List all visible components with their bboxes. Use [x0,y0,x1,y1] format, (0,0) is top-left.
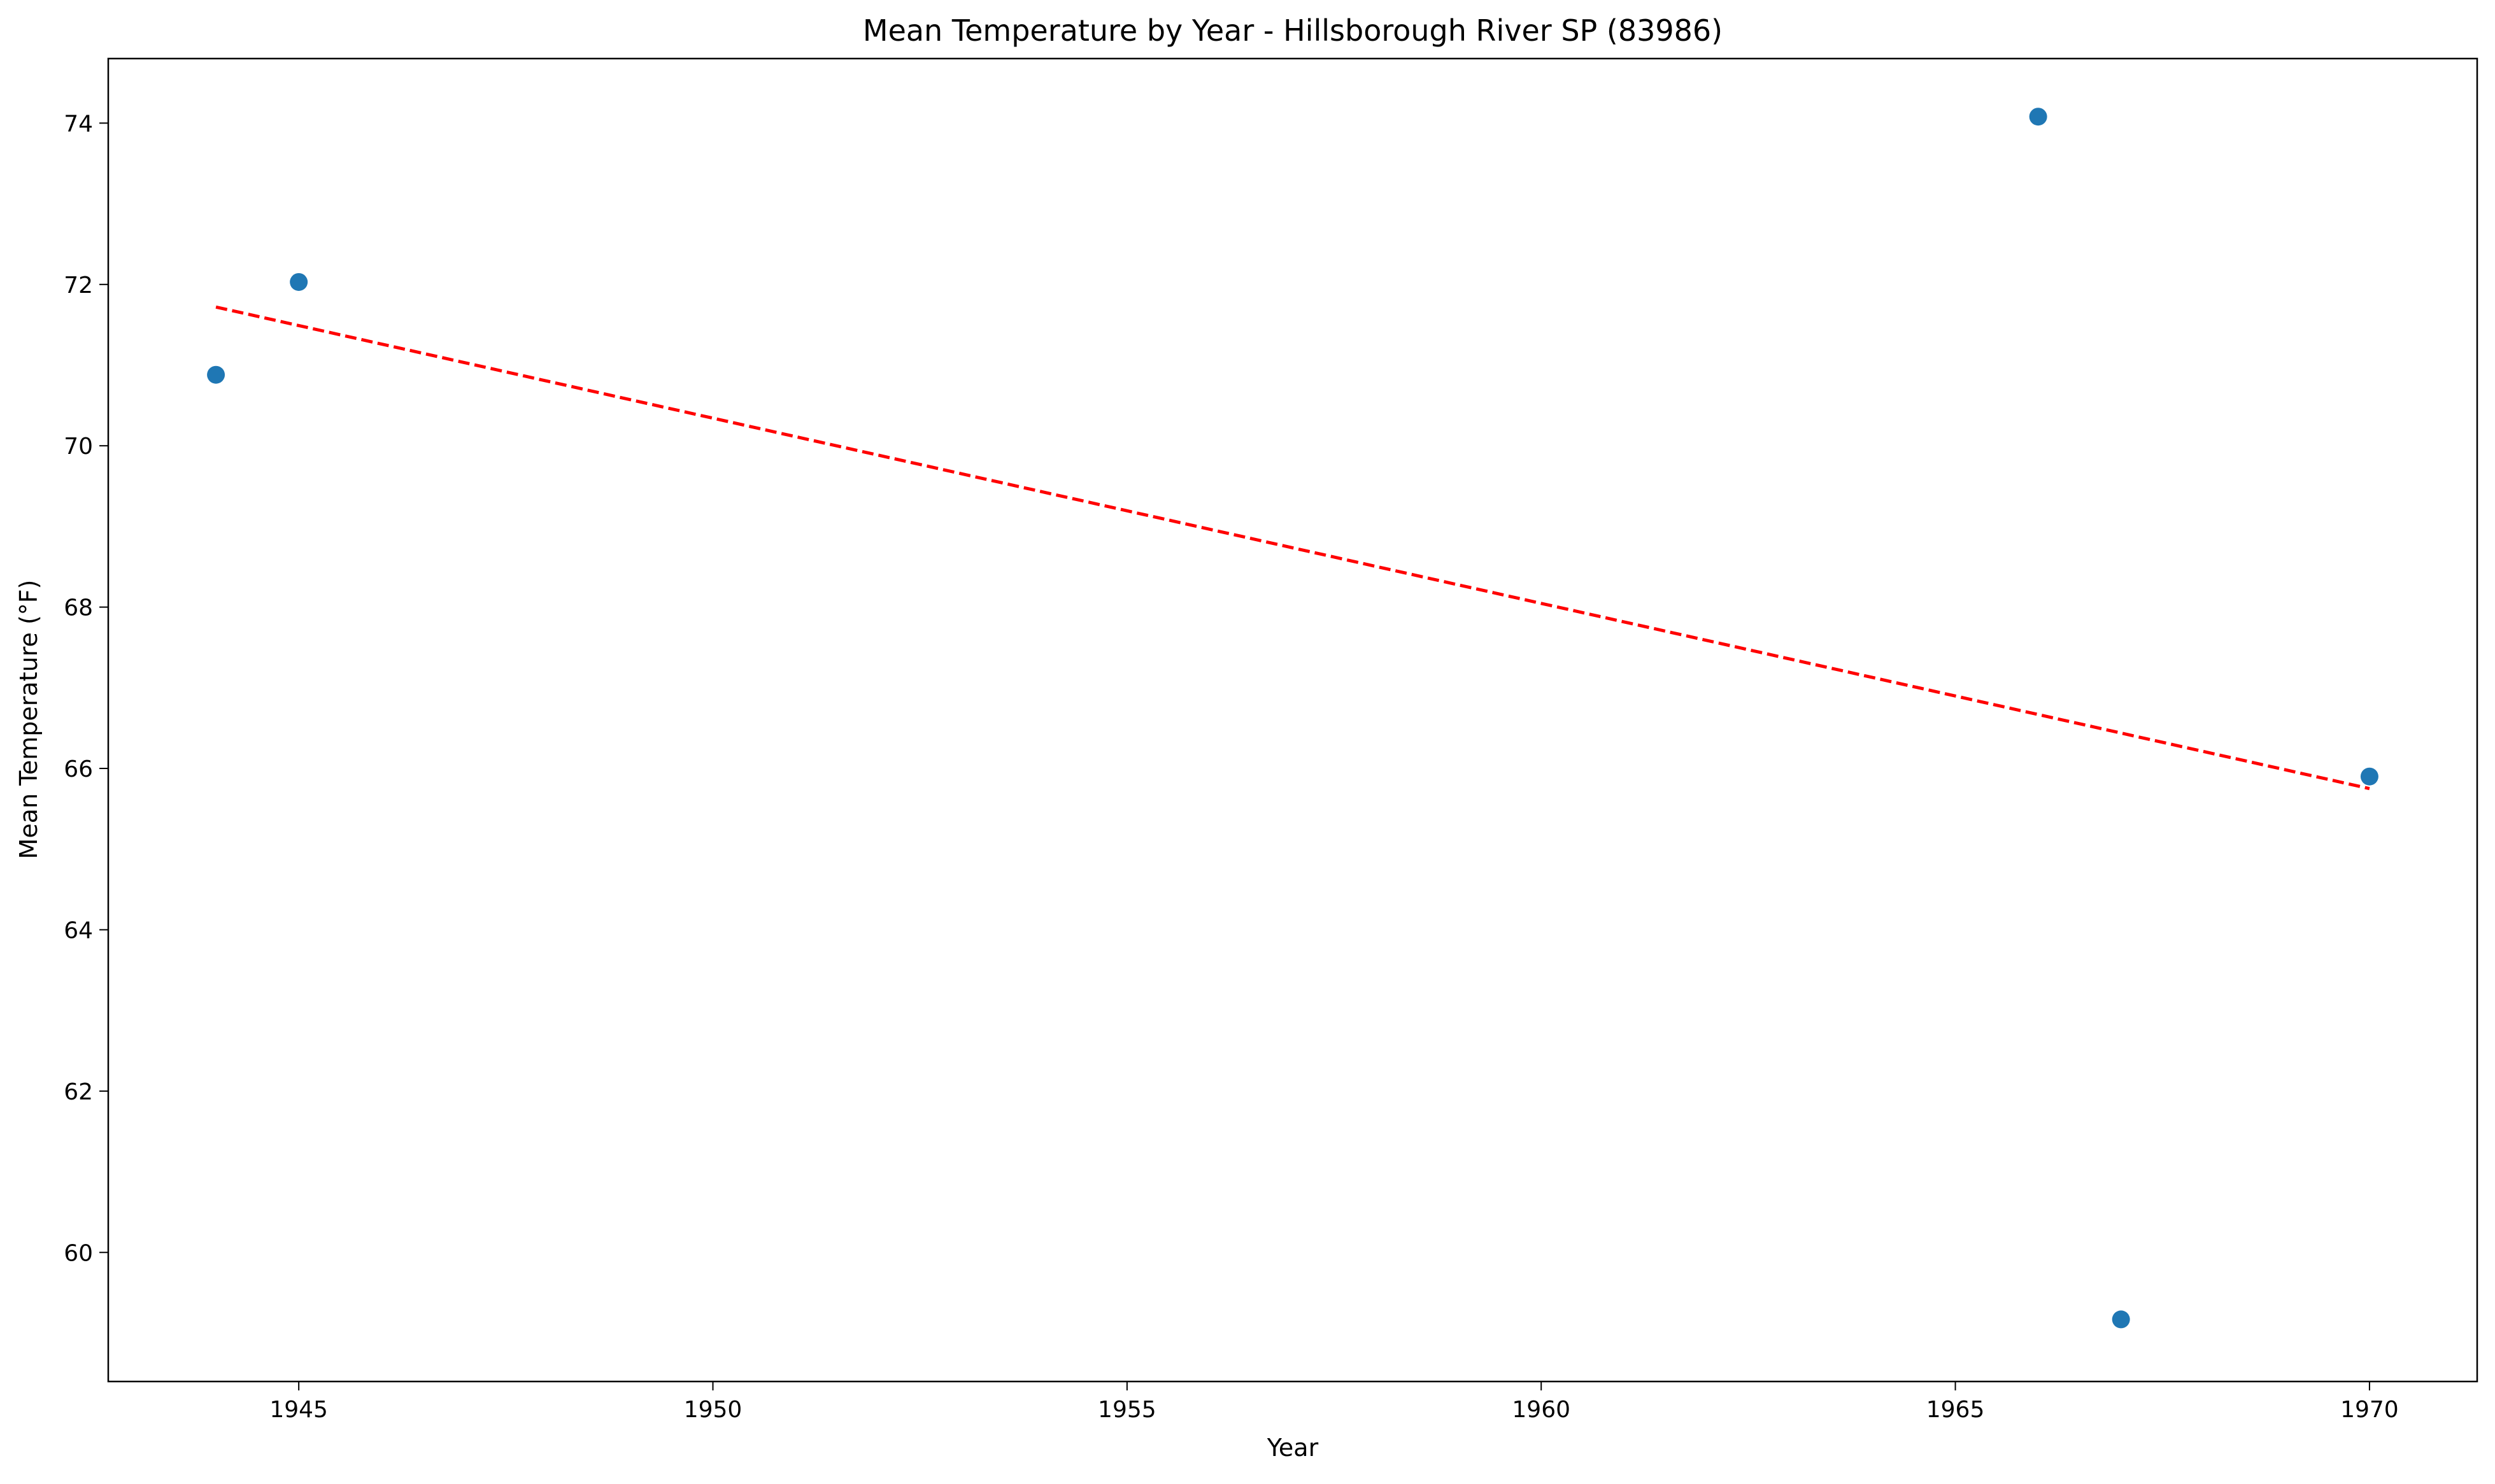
y-tick-label: 62 [64,1079,93,1105]
y-tick-label: 60 [64,1240,93,1266]
y-tick-label: 68 [64,595,93,621]
y-tick-label: 64 [64,917,93,943]
data-point [207,365,225,384]
x-tick-label: 1960 [1512,1397,1570,1423]
data-point [290,272,308,291]
y-tick-label: 74 [64,111,93,137]
y-tick-label: 66 [64,756,93,782]
axes-frame [107,57,2478,1383]
data-point [2360,767,2378,786]
y-tick-label: 70 [64,434,93,460]
trend-line [215,305,2370,791]
x-tick-label: 1955 [1098,1397,1156,1423]
x-tick-label: 1965 [1926,1397,1985,1423]
x-tick-label: 1950 [684,1397,743,1423]
data-point [2029,108,2047,126]
y-axis-label: Mean Temperature (°F) [15,580,43,859]
x-tick-label: 1945 [269,1397,328,1423]
plot-area: 1945 1950 1955 1960 1965 1970 60 62 64 66 68 70 72 74 [64,57,2478,1423]
x-tick-label: 1970 [2340,1397,2399,1423]
data-point [2112,1310,2130,1329]
x-axis-label: Year [1267,1434,1319,1462]
y-tick-label: 72 [64,272,93,299]
chart-title: Mean Temperature by Year - Hillsborough … [863,13,1723,48]
